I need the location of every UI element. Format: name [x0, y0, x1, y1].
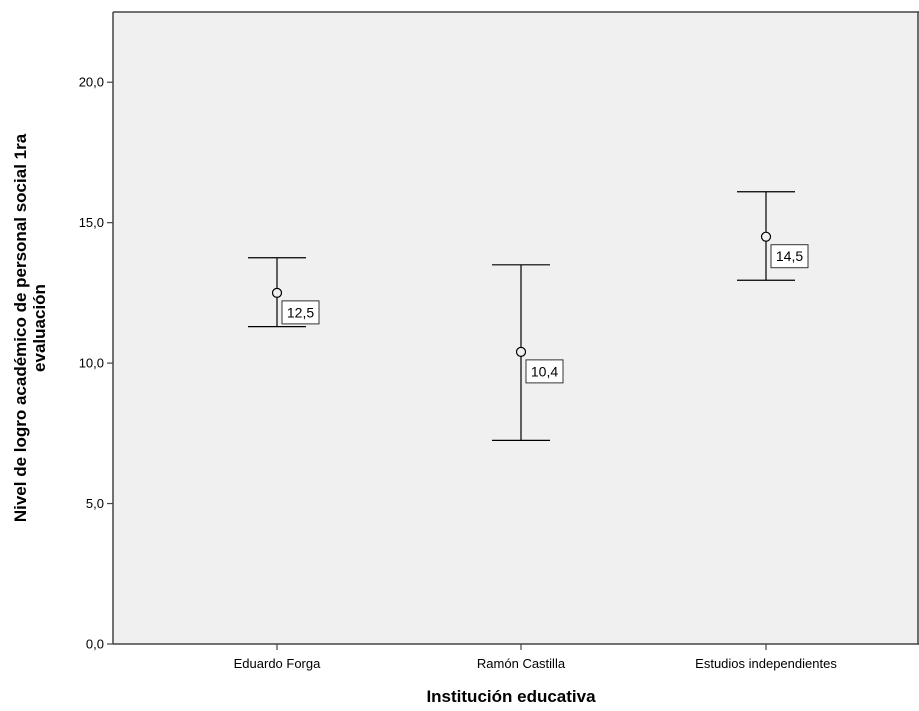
y-tick-label: 15,0	[79, 215, 104, 230]
x-tick-label: Eduardo Forga	[234, 656, 321, 671]
data-label-box	[281, 300, 320, 325]
y-tick-label: 5,0	[86, 496, 104, 511]
data-label: 14,5	[776, 248, 803, 264]
x-tick-label: Ramón Castilla	[477, 656, 566, 671]
y-tick-label: 10,0	[79, 356, 104, 371]
data-label-box	[525, 359, 564, 384]
data-label: 10,4	[531, 363, 558, 379]
mean-marker	[515, 346, 527, 357]
plot-area	[113, 12, 919, 644]
y-tick-label: 0,0	[86, 637, 104, 652]
mean-marker	[271, 287, 283, 298]
y-axis-title-line-2: evaluación	[30, 284, 49, 372]
x-tick-label: Estudios independientes	[695, 656, 837, 671]
data-label-box	[770, 244, 809, 269]
mean-marker	[760, 231, 772, 242]
y-tick-label: 20,0	[79, 75, 104, 90]
data-label: 12,5	[287, 304, 314, 320]
x-axis-title: Institución educativa	[426, 687, 596, 706]
y-axis-title-line-1: Nivel de logro académico de personal soc…	[11, 133, 30, 522]
